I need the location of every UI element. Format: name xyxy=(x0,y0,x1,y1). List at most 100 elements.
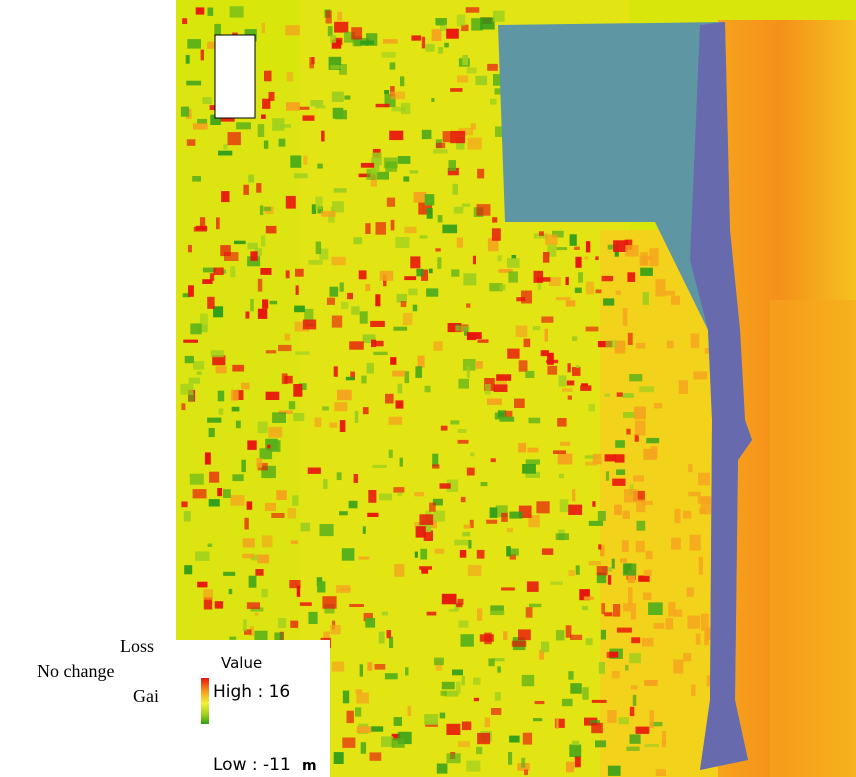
speckle xyxy=(627,570,636,583)
speckle xyxy=(248,575,257,588)
speckle xyxy=(315,105,326,109)
speckle xyxy=(639,255,649,266)
speckle xyxy=(457,439,469,444)
speckle xyxy=(241,382,250,390)
speckle xyxy=(442,131,452,143)
speckle xyxy=(477,168,485,179)
speckle xyxy=(419,514,434,525)
speckle xyxy=(368,490,377,503)
speckle xyxy=(331,661,345,672)
speckle xyxy=(342,737,356,748)
speckle xyxy=(303,155,308,165)
speckle xyxy=(337,389,352,401)
speckle xyxy=(396,293,407,303)
speckle xyxy=(653,623,665,629)
speckle xyxy=(404,371,410,384)
speckle xyxy=(662,731,667,744)
speckle xyxy=(356,692,369,704)
speckle xyxy=(186,139,196,146)
speckle xyxy=(348,500,358,509)
speckle xyxy=(383,157,398,169)
speckle xyxy=(466,303,471,308)
speckle xyxy=(526,581,539,592)
speckle xyxy=(476,746,483,755)
speckle xyxy=(461,721,472,731)
speckle xyxy=(508,271,518,283)
speckle xyxy=(487,63,498,71)
speckle xyxy=(290,540,299,544)
speckle xyxy=(375,294,381,307)
speckle xyxy=(484,384,491,395)
speckle xyxy=(643,448,657,460)
speckle xyxy=(625,664,629,671)
speckle xyxy=(636,342,646,349)
speckle xyxy=(473,677,481,685)
speckle xyxy=(421,129,432,140)
speckle xyxy=(622,393,634,398)
speckle xyxy=(580,385,592,391)
speckle xyxy=(461,676,465,686)
speckle xyxy=(457,598,464,605)
speckle xyxy=(400,301,407,307)
speckle xyxy=(568,671,574,680)
speckle xyxy=(184,355,194,364)
speckle xyxy=(184,565,193,575)
speckle xyxy=(635,541,645,553)
speckle xyxy=(435,142,446,149)
speckle xyxy=(230,495,245,506)
speckle xyxy=(370,320,385,327)
speckle xyxy=(411,35,421,41)
speckle xyxy=(342,690,350,704)
speckle xyxy=(665,618,674,630)
speckle xyxy=(244,517,249,530)
speckle xyxy=(558,473,564,479)
speckle xyxy=(455,325,470,332)
speckle xyxy=(501,587,515,591)
speckle xyxy=(334,402,348,412)
speckle xyxy=(450,420,460,425)
speckle xyxy=(496,374,512,381)
speckle xyxy=(349,341,364,350)
speckle xyxy=(330,35,337,43)
speckle xyxy=(448,608,459,612)
speckle xyxy=(649,710,654,729)
speckle xyxy=(391,106,406,112)
speckle xyxy=(223,571,236,576)
speckle xyxy=(314,417,322,427)
speckle xyxy=(572,367,581,376)
speckle xyxy=(401,102,411,115)
speckle xyxy=(661,740,666,748)
speckle xyxy=(432,498,443,506)
speckle xyxy=(589,720,600,725)
speckle xyxy=(467,565,482,577)
speckle xyxy=(509,511,523,519)
speckle xyxy=(250,554,263,561)
speckle xyxy=(397,383,403,394)
speckle xyxy=(366,168,376,180)
speckle xyxy=(498,269,513,273)
speckle xyxy=(597,511,606,521)
speckle xyxy=(550,581,563,585)
speckle xyxy=(574,246,580,250)
speckle xyxy=(389,62,396,70)
speckle xyxy=(665,290,675,296)
speckle xyxy=(250,298,254,312)
speckle xyxy=(292,495,299,506)
speckle xyxy=(331,256,346,266)
speckle xyxy=(487,238,499,252)
speckle xyxy=(349,604,364,607)
speckle xyxy=(636,520,646,531)
speckle xyxy=(372,464,387,468)
speckle xyxy=(446,479,459,492)
speckle xyxy=(424,385,431,393)
speckle xyxy=(486,519,498,524)
speckle xyxy=(392,370,406,377)
speckle xyxy=(448,160,456,171)
speckle xyxy=(384,94,396,107)
speckle xyxy=(433,341,443,351)
speckle xyxy=(257,124,265,137)
speckle xyxy=(497,666,501,673)
speckle xyxy=(626,746,640,751)
speckle xyxy=(243,619,247,632)
speckle xyxy=(555,297,571,301)
